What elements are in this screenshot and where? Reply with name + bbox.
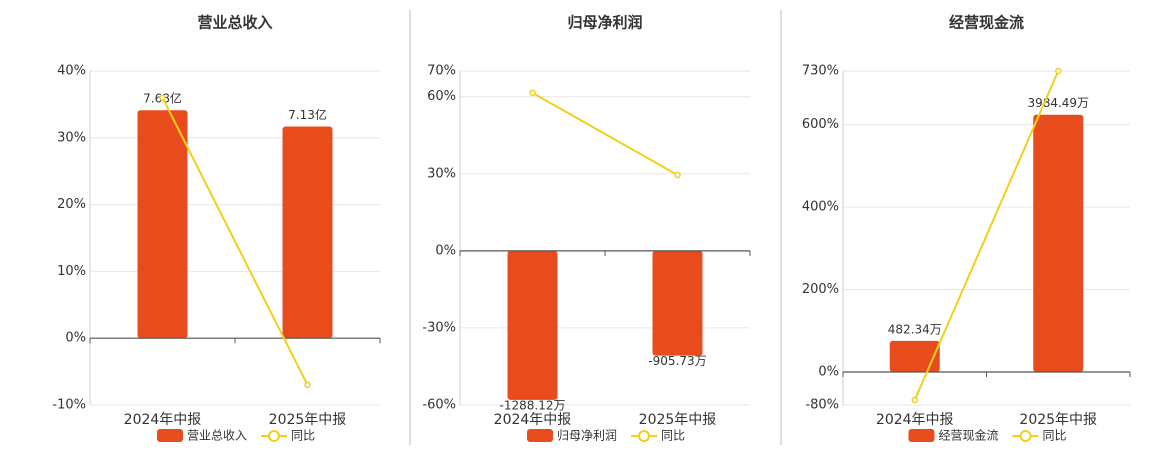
y-tick-label: 400% — [802, 200, 839, 215]
y-tick-label: 0% — [818, 365, 839, 380]
chart-title: 归母净利润 — [567, 14, 642, 32]
data-label: -905.73万 — [648, 354, 706, 368]
chart-title: 营业总收入 — [197, 14, 272, 32]
bar — [282, 126, 333, 339]
x-tick-label: 2025年中报 — [269, 412, 347, 428]
data-label: 3984.49万 — [1027, 96, 1089, 110]
point — [304, 381, 311, 389]
data-label: -1288.12万 — [500, 398, 566, 412]
y-tick-label: 730% — [802, 64, 839, 79]
legend-swatch — [638, 430, 651, 442]
line — [161, 97, 309, 386]
legend-label: 归母净利润 — [557, 429, 617, 443]
y-tick-label: -80% — [805, 398, 839, 413]
point — [159, 94, 166, 101]
y-tick-label: 30% — [57, 130, 86, 145]
y-tick-label: 30% — [427, 166, 456, 181]
x-tick-label: 2025年中报 — [639, 412, 717, 428]
y-tick-label: 40% — [57, 64, 86, 79]
legend-label: 营业总收入 — [187, 429, 247, 443]
data-label: 7.13亿 — [288, 107, 327, 122]
legend-swatch — [908, 429, 935, 442]
y-tick-label: 20% — [57, 197, 86, 212]
legend-swatch — [1019, 430, 1032, 442]
y-tick-label: 0% — [65, 331, 86, 346]
legend-swatch — [157, 429, 183, 442]
legend-label: 同比 — [661, 429, 685, 443]
line — [913, 70, 1060, 401]
y-tick-label: 0% — [435, 243, 456, 258]
bar — [1033, 114, 1084, 373]
legend-swatch — [527, 429, 553, 442]
x-tick-label: 2025年中报 — [1019, 412, 1097, 428]
legend-swatch — [268, 430, 281, 442]
y-tick-label: 60% — [427, 89, 456, 104]
y-tick-label: 600% — [802, 117, 839, 132]
x-tick-label: 2024年中报 — [876, 412, 954, 428]
y-tick-label: -30% — [422, 320, 456, 335]
y-tick-label: -60% — [422, 398, 456, 413]
y-tick-label: -10% — [52, 398, 86, 413]
point — [674, 171, 681, 179]
legend-label: 经营现金流 — [939, 428, 999, 443]
point — [1055, 67, 1062, 75]
y-tick-label: 200% — [802, 282, 839, 297]
legend-label: 同比 — [1043, 429, 1067, 443]
x-tick-label: 2024年中报 — [124, 412, 202, 428]
x-tick-label: 2024年中报 — [494, 412, 572, 428]
point — [911, 396, 918, 404]
bar — [652, 250, 703, 356]
bar — [889, 340, 940, 373]
point — [529, 89, 536, 97]
bar — [507, 250, 558, 400]
y-tick-label: 10% — [57, 264, 86, 279]
data-label: 482.34万 — [888, 322, 942, 336]
y-tick-label: 70% — [427, 64, 456, 79]
chart-title: 经营现金流 — [949, 14, 1024, 32]
bar — [137, 110, 188, 339]
line — [532, 91, 678, 176]
legend-label: 同比 — [291, 429, 315, 443]
